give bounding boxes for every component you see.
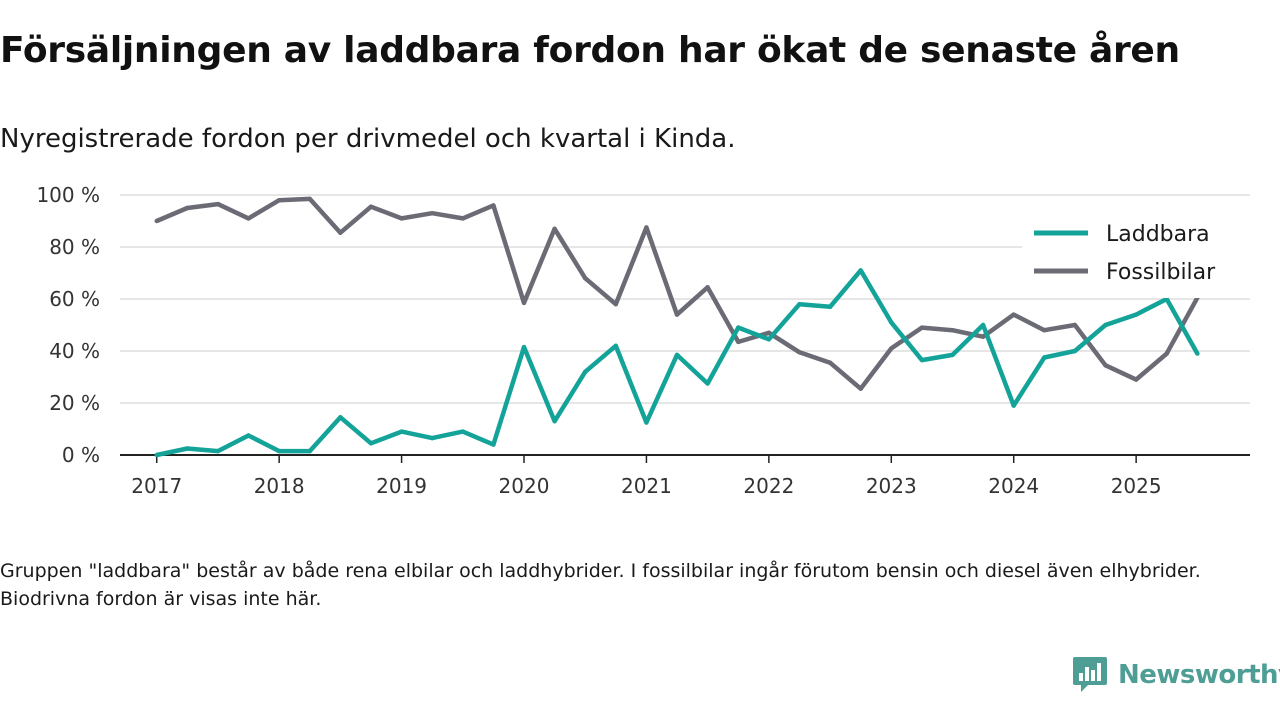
data-point-fossilbilar [1133,377,1139,382]
data-point-laddbara [674,352,680,358]
data-point-laddbara [246,433,251,438]
data-point-laddbara [950,352,955,358]
y-tick-label: 100 % [36,183,100,207]
data-point-fossilbilar [858,386,863,391]
x-tick-label: 2024 [988,474,1039,498]
data-point-fossilbilar [674,312,680,317]
data-point-fossilbilar [491,203,496,208]
data-point-laddbara [399,429,404,434]
data-point-laddbara [154,452,159,458]
newsworthy-logo-icon [1073,657,1107,692]
data-point-fossilbilar [736,339,741,345]
data-point-fossilbilar [950,328,955,333]
x-tick-label: 2022 [743,474,794,498]
data-point-laddbara [552,419,557,424]
data-point-fossilbilar [1164,351,1169,356]
data-point-laddbara [889,320,894,325]
data-point-fossilbilar [246,216,251,221]
data-point-laddbara [215,448,221,454]
footnote: Gruppen "laddbara" består av både rena e… [0,560,1201,610]
data-point-fossilbilar [827,360,833,365]
brand-name: Newsworthy [1118,660,1280,690]
data-point-fossilbilar [552,226,557,231]
series-line-laddbara [156,268,1200,458]
y-tick-label: 40 % [49,339,100,363]
data-point-fossilbilar [889,346,894,351]
data-point-laddbara [583,369,588,374]
data-point-laddbara [368,441,374,446]
data-point-laddbara [644,420,649,425]
data-point-fossilbilar [1042,328,1047,333]
data-point-fossilbilar [154,218,159,224]
series-layer [154,196,1200,458]
data-point-laddbara [797,302,802,307]
data-point-laddbara [185,446,190,451]
data-point-fossilbilar [338,230,343,235]
brand[interactable]: Newsworthy [1072,655,1280,695]
x-tick-label: 2025 [1111,474,1162,498]
x-tick-label: 2020 [499,474,550,498]
data-point-fossilbilar [766,330,772,335]
y-tick-label: 20 % [49,391,100,415]
data-point-laddbara [521,344,527,350]
data-point-fossilbilar [1103,363,1108,368]
data-point-laddbara [1103,322,1108,328]
x-tick-label: 2019 [376,474,427,498]
data-point-fossilbilar [215,201,221,207]
data-point-laddbara [613,343,618,348]
data-point-fossilbilar [797,350,802,355]
data-point-laddbara [919,357,925,363]
y-tick-label: 80 % [49,235,100,259]
chart-subtitle: Nyregistrerade fordon per drivmedel och … [0,124,736,154]
data-point-laddbara [827,304,833,309]
x-tick-label: 2021 [621,474,672,498]
y-axis: 0 % 20 % 40 % 60 % 80 % 100 % [36,183,100,467]
data-point-laddbara [858,268,863,273]
data-point-laddbara [1072,348,1078,354]
data-point-laddbara [460,429,465,434]
legend: Laddbara Fossilbilar [1022,212,1250,298]
data-point-laddbara [1195,351,1200,356]
y-tick-label: 0 % [62,443,100,467]
x-tick-label: 2017 [131,474,182,498]
data-point-laddbara [766,337,772,342]
data-point-laddbara [1133,312,1139,317]
data-point-fossilbilar [185,205,190,211]
y-tick-label: 60 % [49,287,100,311]
legend-background [1022,212,1250,298]
data-point-laddbara [491,442,496,447]
data-point-fossilbilar [583,276,588,281]
data-point-fossilbilar [613,302,618,307]
data-point-laddbara [277,448,282,454]
data-point-fossilbilar [980,334,986,339]
data-point-laddbara [705,381,710,386]
data-point-fossilbilar [307,196,312,202]
data-point-laddbara [338,415,343,420]
data-point-laddbara [736,325,741,330]
data-point-fossilbilar [919,325,925,330]
data-point-fossilbilar [521,300,527,306]
x-tick-label: 2023 [866,474,917,498]
data-point-laddbara [980,322,986,328]
legend-label-fossilbilar: Fossilbilar [1106,260,1216,285]
data-point-laddbara [1042,355,1047,360]
chart-title: Försäljningen av laddbara fordon har öka… [0,30,1180,71]
data-point-fossilbilar [705,285,710,290]
data-point-fossilbilar [1011,312,1016,317]
data-point-fossilbilar [399,216,404,221]
data-point-fossilbilar [430,211,435,216]
data-point-fossilbilar [644,225,649,230]
data-point-fossilbilar [460,216,465,221]
data-point-fossilbilar [368,204,374,209]
legend-label-laddbara: Laddbara [1106,222,1210,247]
data-point-fossilbilar [1072,322,1078,328]
x-tick-label: 2018 [254,474,305,498]
x-axis: 2017 2018 2019 2020 2021 2022 2023 2024 2025 [120,454,1250,498]
data-point-laddbara [430,435,435,441]
data-point-laddbara [1011,403,1016,408]
data-point-fossilbilar [277,198,282,203]
data-point-laddbara [307,448,312,454]
